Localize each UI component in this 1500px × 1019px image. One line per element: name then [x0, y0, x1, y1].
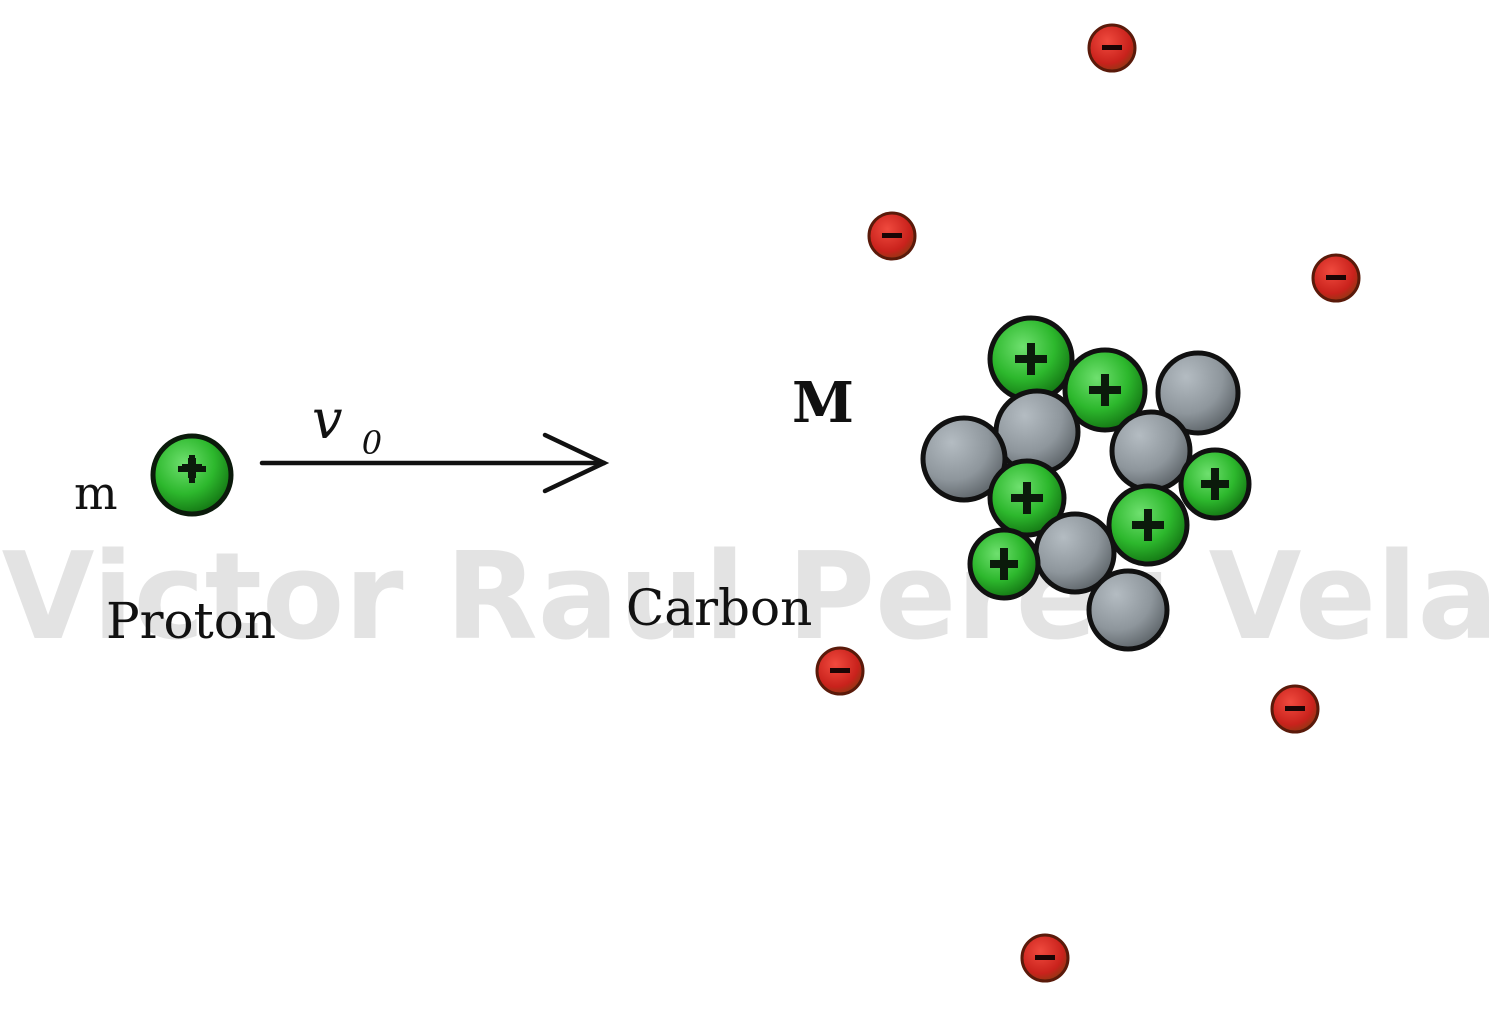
neutron: [1109, 409, 1193, 493]
velocity-label: v 0: [312, 388, 382, 462]
nucleus-proton: [967, 527, 1041, 601]
nucleus-proton: [987, 315, 1075, 403]
carbon-caption: Carbon: [626, 579, 812, 637]
plus-icon: [1201, 468, 1229, 500]
velocity-arrow: [259, 432, 610, 494]
velocity-subscript: 0: [362, 424, 382, 462]
proton-caption: Proton: [106, 592, 276, 650]
plus-icon: [990, 548, 1018, 580]
plus-icon: [178, 455, 206, 483]
nucleus-proton: [1106, 483, 1190, 567]
watermark-text: Victor Raul Perez Vela: [2, 528, 1499, 667]
neutron: [1086, 568, 1170, 652]
minus-icon: [1035, 955, 1055, 960]
plus-icon: [1089, 374, 1121, 406]
plus-icon: [1011, 482, 1043, 514]
plus-icon: [1015, 343, 1047, 375]
minus-icon: [1326, 275, 1346, 280]
electron: [867, 211, 917, 261]
carbon-mass-label: M: [792, 370, 854, 436]
minus-icon: [830, 668, 850, 673]
electrons: [815, 23, 1361, 983]
minus-icon: [1285, 706, 1305, 711]
velocity-symbol: v: [312, 388, 343, 451]
proton-mass-label: m: [74, 466, 118, 520]
nucleus-proton: [1062, 347, 1148, 433]
neutron: [1155, 350, 1241, 436]
plus-icon: [1132, 509, 1164, 541]
incoming-proton: [150, 433, 234, 517]
electron: [1311, 253, 1361, 303]
electron: [1270, 684, 1320, 734]
electron: [815, 646, 865, 696]
carbon-nucleus: [920, 315, 1252, 652]
electron: [1020, 933, 1070, 983]
minus-icon: [1102, 45, 1122, 50]
electron: [1087, 23, 1137, 73]
neutron: [920, 415, 1008, 503]
nucleus-proton: [1178, 447, 1252, 521]
minus-icon: [882, 233, 902, 238]
nucleus-proton: [987, 458, 1067, 538]
